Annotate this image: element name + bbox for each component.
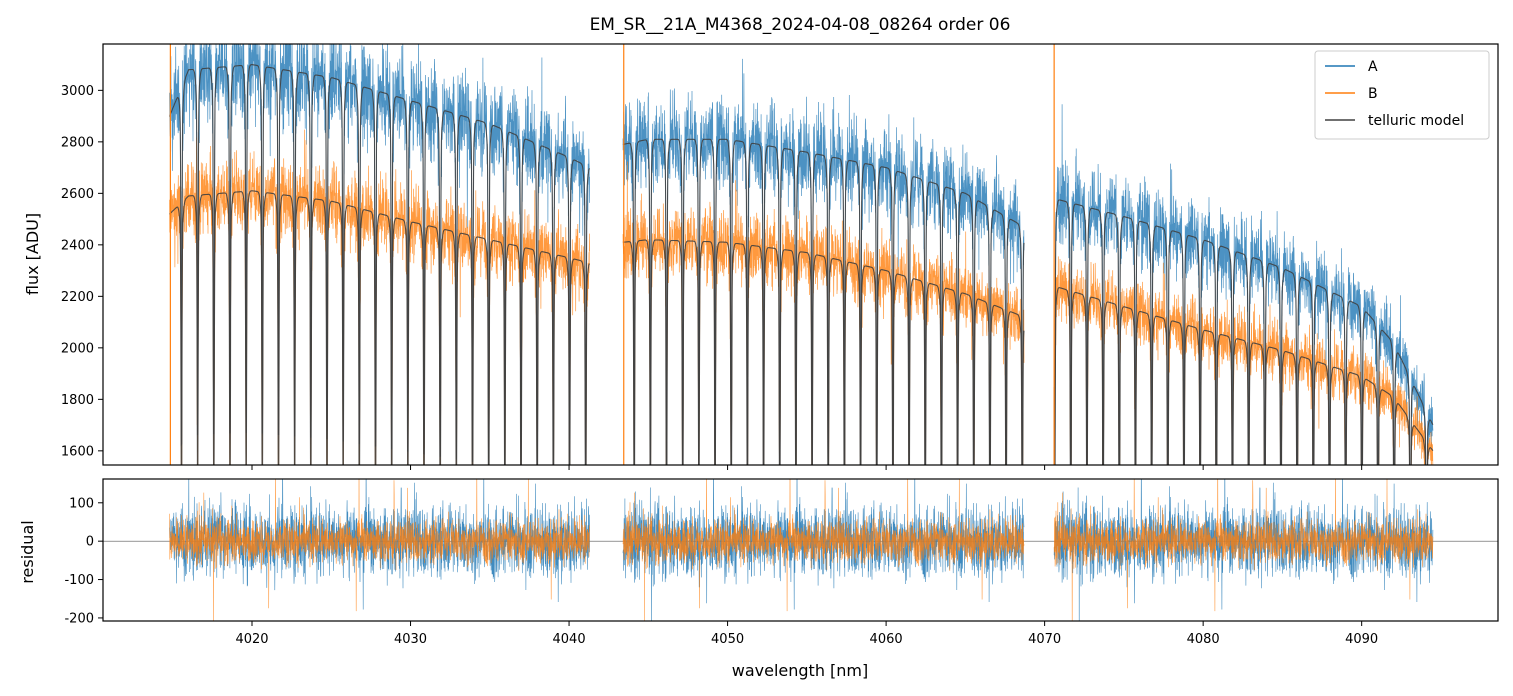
flux-x-ticks [251, 465, 1363, 470]
legend-label-a: A [1368, 59, 1378, 75]
flux-y-tick-label: 2000 [61, 341, 94, 356]
residual-y-ticks: -200 -100 0 100 [64, 496, 103, 626]
legend-box [1314, 50, 1490, 140]
flux-axes-frame [102, 43, 1499, 466]
flux-y-ticks: 1600 1800 2000 2200 2400 2600 2800 3000 [61, 84, 103, 459]
flux-y-tick-label: 3000 [61, 84, 94, 99]
residual-x-tick-label: 4020 [235, 632, 268, 647]
flux-axes: 1600 1800 2000 2200 2400 2600 2800 3000 flux [A… [23, 43, 1499, 470]
residual-plot-area [103, 479, 1498, 621]
flux-y-tick-label: 2800 [61, 135, 94, 150]
flux-y-tick-label: 1800 [61, 393, 94, 408]
flux-y-tick-label: 2600 [61, 187, 94, 202]
residual-x-tick-label: 4040 [553, 632, 586, 647]
residual-axes-frame [102, 478, 1499, 622]
series-b-residual-line [169, 479, 1434, 621]
flux-plot-area [169, 44, 1434, 465]
x-axis-label: wavelength [nm] [732, 661, 869, 680]
residual-x-tick-label: 4090 [1345, 632, 1378, 647]
residual-y-tick-label: -200 [64, 611, 94, 626]
residual-x-tick-label: 4050 [711, 632, 744, 647]
residual-x-tick-label: 4060 [870, 632, 903, 647]
residual-x-tick-label: 4080 [1187, 632, 1220, 647]
flux-y-tick-label: 2400 [61, 238, 94, 253]
flux-y-axis-label: flux [ADU] [23, 213, 42, 295]
residual-axes: -200 -100 0 100 4020 4030 4040 4050 4060 4070 408… [18, 478, 1499, 680]
telluric-model-line-b [169, 190, 1434, 465]
residual-y-tick-label: 100 [69, 496, 94, 511]
residual-x-ticks: 4020 4030 4040 4050 4060 4070 4080 4090 [235, 621, 1378, 647]
flux-y-tick-label: 1600 [61, 444, 94, 459]
chart-title: EM_SR__21A_M4368_2024-04-08_08264 order … [590, 15, 1011, 35]
residual-x-tick-label: 4030 [394, 632, 427, 647]
residual-x-tick-label: 4070 [1028, 632, 1061, 647]
residual-y-tick-label: 0 [86, 535, 94, 550]
flux-y-tick-label: 2200 [61, 290, 94, 305]
legend-label-model: telluric model [1368, 113, 1464, 129]
legend-label-b: B [1368, 86, 1378, 102]
residual-y-axis-label: residual [18, 520, 37, 583]
residual-y-tick-label: -100 [64, 573, 94, 588]
legend: A B telluric model [1314, 50, 1490, 140]
